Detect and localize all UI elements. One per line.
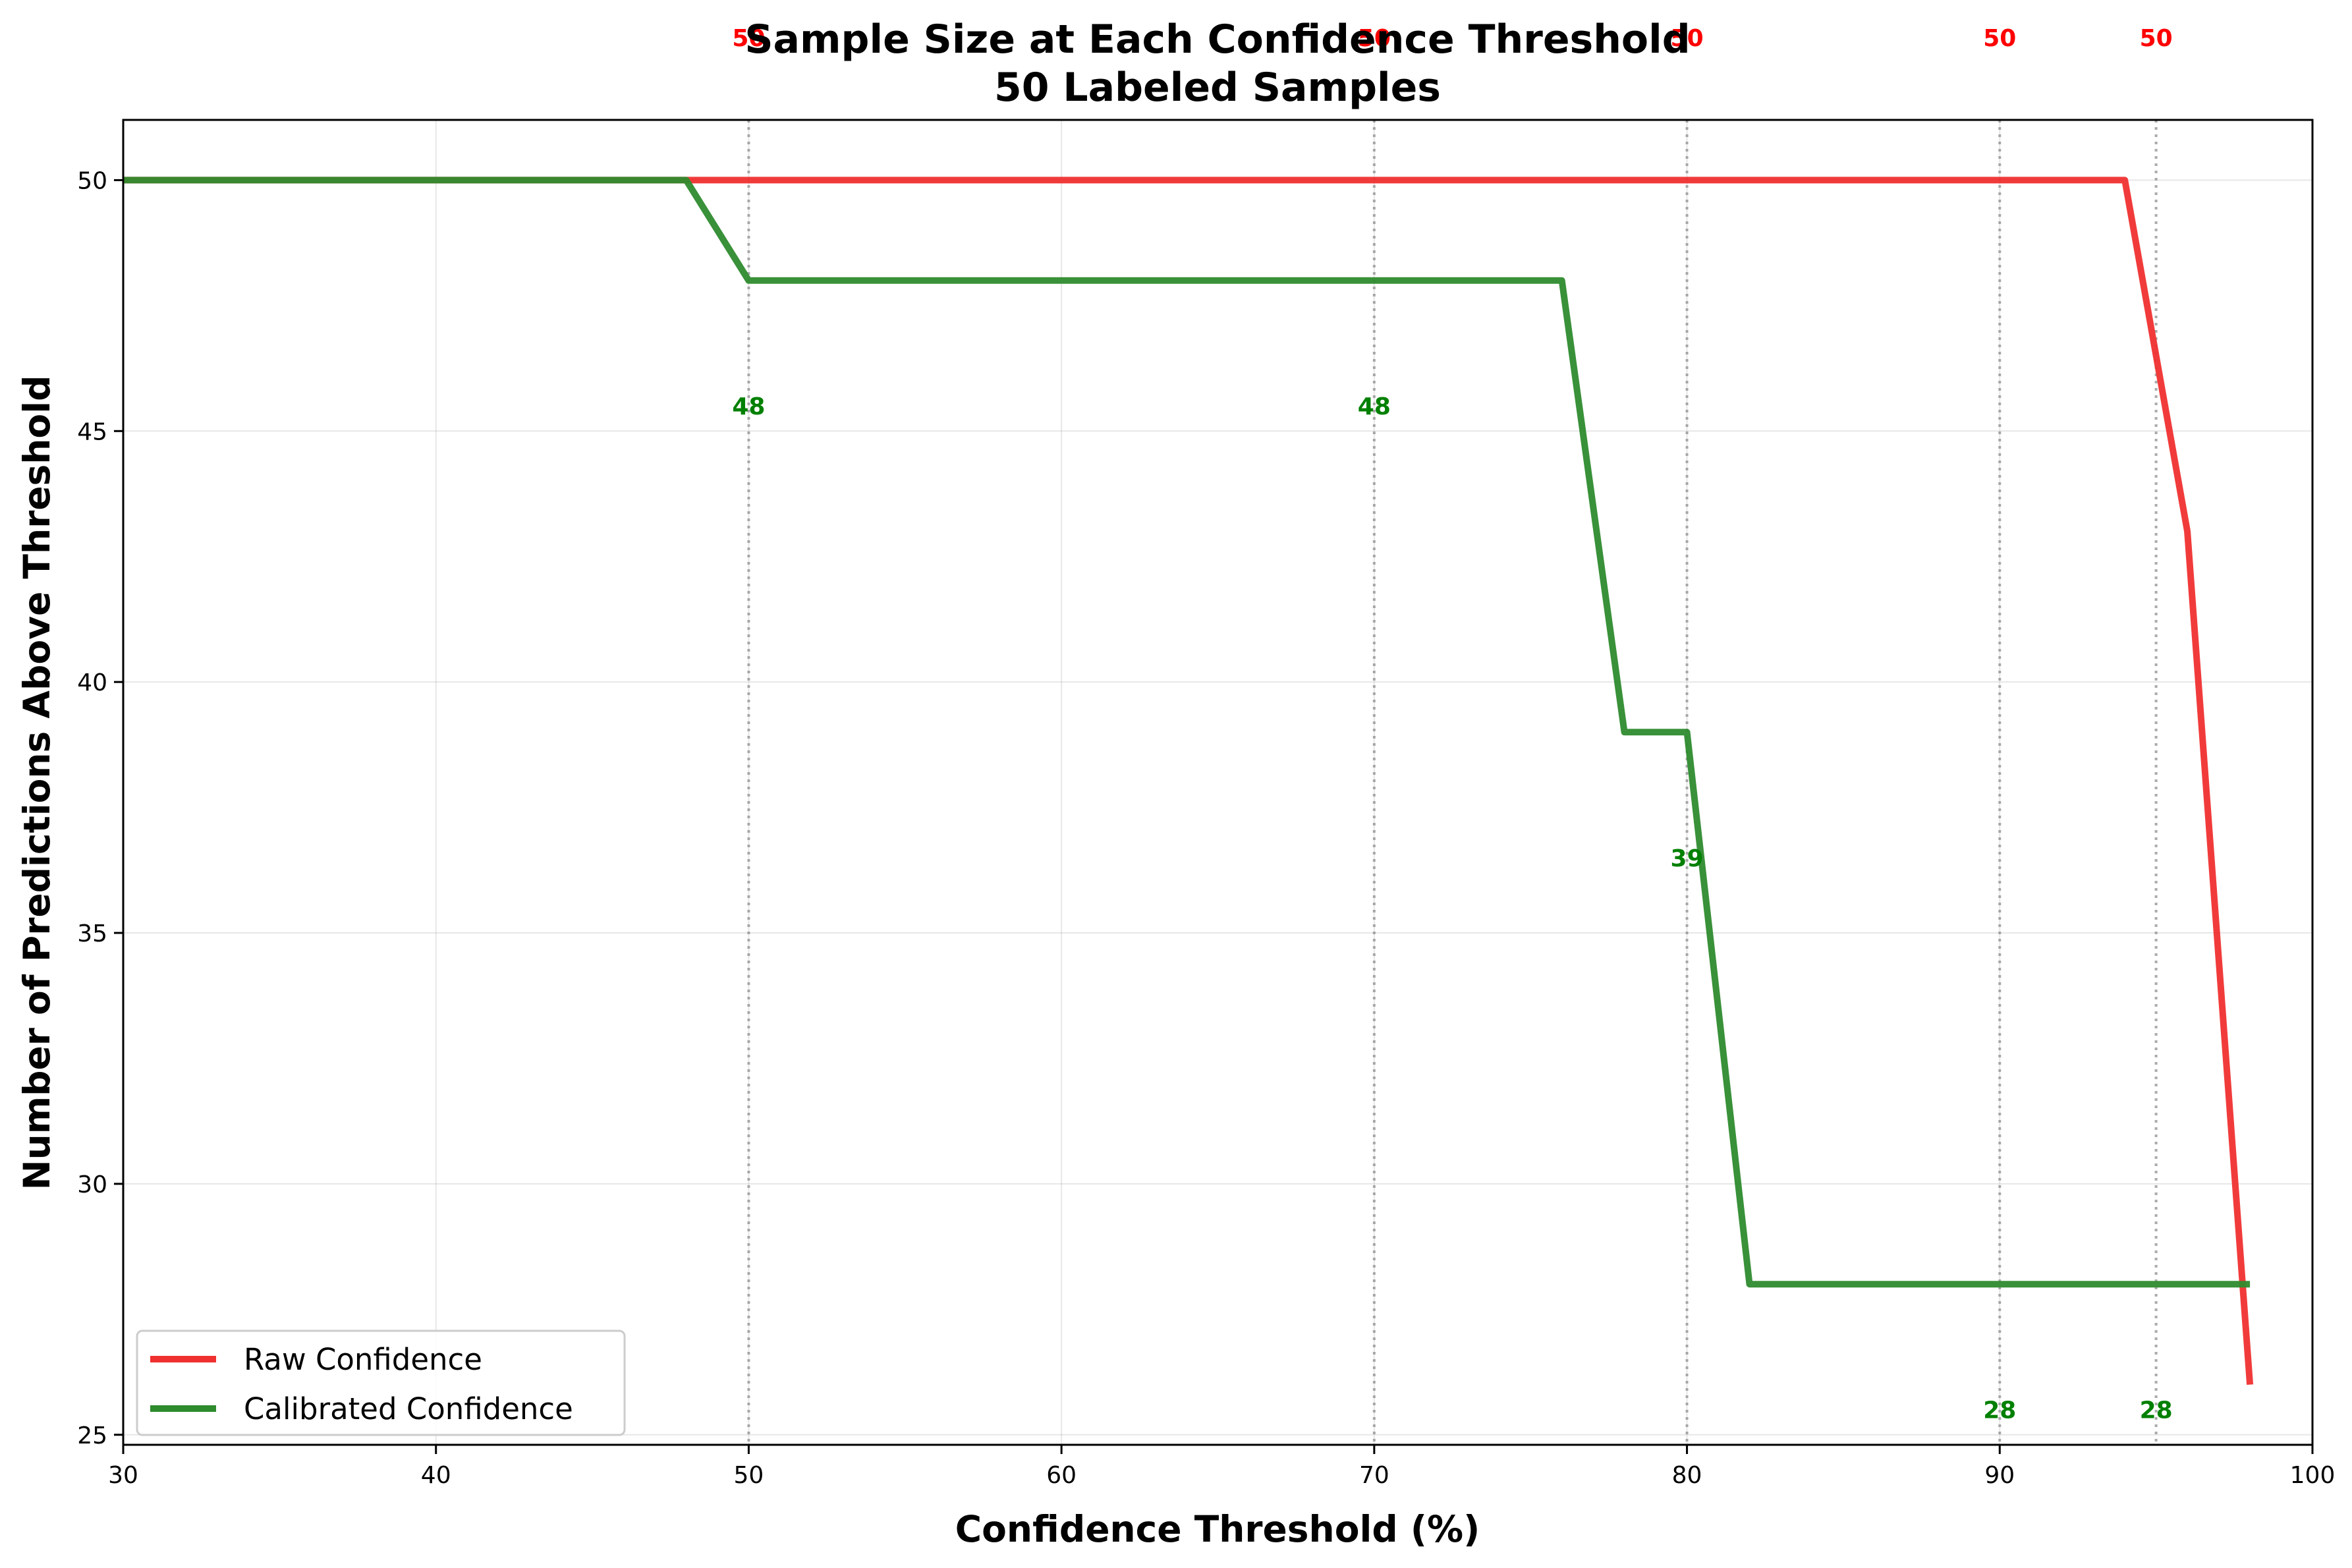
raw-count-label: 50 [2140, 25, 2173, 52]
x-axis-label: Confidence Threshold (%) [955, 1508, 1480, 1550]
calibrated-count-label: 28 [1983, 1397, 2016, 1424]
y-axis-label: Number of Predictions Above Threshold [16, 376, 58, 1190]
x-tick-label: 100 [2290, 1462, 2336, 1489]
x-tick-label: 90 [1984, 1462, 2015, 1489]
calibrated-count-label: 39 [1671, 845, 1704, 872]
x-tick-label: 80 [1672, 1462, 1702, 1489]
legend-box [136, 1330, 626, 1436]
raw-count-label: 50 [732, 25, 765, 52]
x-tick-label: 40 [421, 1462, 451, 1489]
reference-lines [747, 120, 2158, 1445]
chart-title: Sample Size at Each Confidence Threshold [744, 16, 1690, 63]
y-tick-label: 40 [77, 669, 107, 696]
x-tick-label: 70 [1359, 1462, 1389, 1489]
y-tick-label: 30 [77, 1171, 107, 1198]
y-tick-label: 25 [77, 1422, 107, 1449]
legend-label-calibrated: Calibrated Confidence [244, 1391, 573, 1426]
legend-label-raw: Raw Confidence [244, 1342, 482, 1377]
legend: Raw Confidence Calibrated Confidence [136, 1330, 626, 1436]
x-tick-label: 30 [108, 1462, 138, 1489]
y-tick-label: 45 [77, 418, 107, 445]
y-tick-label: 35 [77, 920, 107, 947]
raw-count-label: 50 [1671, 25, 1704, 52]
x-tick-label: 60 [1046, 1462, 1077, 1489]
raw-count-label: 50 [1983, 25, 2016, 52]
x-tick-label: 50 [734, 1462, 764, 1489]
calibrated-count-label: 48 [732, 393, 765, 420]
calibrated-count-label: 28 [2140, 1397, 2173, 1424]
series-line-calibrated [123, 177, 2251, 1288]
y-tick-label: 50 [77, 167, 107, 194]
calibrated-count-label: 48 [1358, 393, 1391, 420]
plot-frame [122, 119, 2314, 1446]
raw-count-label: 50 [1358, 25, 1391, 52]
series [123, 177, 2254, 1385]
chart-subtitle: 50 Labeled Samples [994, 65, 1441, 111]
annotations: 50 50 50 50 50 48 48 39 28 28 [732, 25, 2172, 1424]
